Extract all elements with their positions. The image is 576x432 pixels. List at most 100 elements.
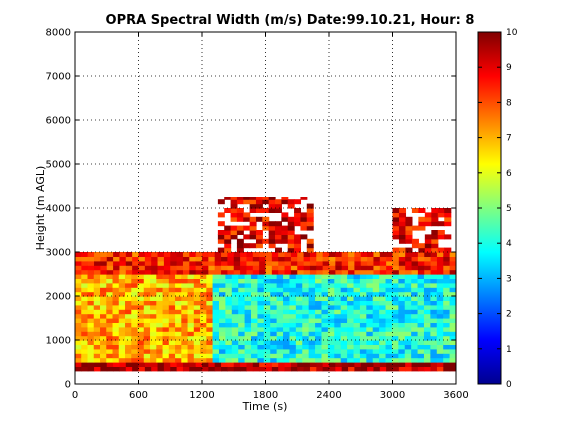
heatmap-cell xyxy=(132,265,140,271)
heatmap-cell xyxy=(334,287,342,293)
heatmap-cell xyxy=(315,326,323,332)
heatmap-cell xyxy=(218,353,226,359)
heatmap-cell xyxy=(372,296,380,301)
heatmap-cell xyxy=(257,348,265,354)
heatmap-cell xyxy=(81,309,89,315)
heatmap-cell xyxy=(366,331,374,337)
heatmap-cell xyxy=(251,344,259,350)
heatmap-cell xyxy=(289,331,297,337)
heatmap-cell xyxy=(281,199,289,205)
heatmap-cell xyxy=(423,331,431,337)
heatmap-cell xyxy=(138,260,146,266)
heatmap-cell xyxy=(251,335,259,341)
colorbar-tick-label: 7 xyxy=(506,134,512,144)
heatmap-cell xyxy=(385,348,393,354)
heatmap-cell xyxy=(94,260,101,266)
heatmap-cell xyxy=(94,269,101,275)
heatmap-cell xyxy=(398,344,406,350)
heatmap-cell xyxy=(321,309,329,315)
heatmap-cell xyxy=(195,366,203,372)
heatmap-cell xyxy=(398,322,406,328)
heatmap-cell xyxy=(175,318,182,323)
heatmap-cell xyxy=(340,274,348,279)
heatmap-cell xyxy=(430,309,438,315)
heatmap-cell xyxy=(106,357,114,363)
heatmap-cell xyxy=(217,234,225,240)
heatmap-cell xyxy=(308,278,316,284)
heatmap-cell xyxy=(100,260,108,266)
heatmap-cell xyxy=(238,331,246,337)
heatmap-cell xyxy=(300,212,308,218)
heatmap-cell xyxy=(81,362,89,367)
heatmap-cell xyxy=(373,366,381,372)
heatmap-cell xyxy=(270,309,278,315)
heatmap-cell xyxy=(300,221,308,227)
heatmap-cell xyxy=(353,274,361,279)
heatmap-cell xyxy=(340,340,348,345)
heatmap-cell xyxy=(398,353,406,359)
heatmap-cell xyxy=(449,313,456,319)
heatmap-cell xyxy=(206,357,214,363)
heatmap-cell xyxy=(143,331,151,337)
heatmap-cell xyxy=(281,212,289,218)
heatmap-cell xyxy=(243,212,251,218)
heatmap-cell xyxy=(443,362,451,367)
heatmap-cell xyxy=(93,287,101,293)
heatmap-cell xyxy=(131,313,139,319)
heatmap-cell xyxy=(251,357,259,363)
heatmap-cell xyxy=(353,344,361,350)
heatmap-cell xyxy=(315,309,323,315)
heatmap-cell xyxy=(303,362,311,367)
heatmap-cell xyxy=(430,260,438,266)
heatmap-cell xyxy=(366,340,374,345)
heatmap-cell xyxy=(372,318,380,323)
heatmap-cell xyxy=(309,366,317,372)
heatmap-cell xyxy=(259,265,267,271)
heatmap-cell xyxy=(353,313,361,319)
heatmap-cell xyxy=(270,322,278,328)
heatmap-cell xyxy=(404,357,412,363)
heatmap-cell xyxy=(231,296,239,301)
heatmap-cell xyxy=(118,344,126,350)
heatmap-cell xyxy=(87,340,95,345)
heatmap-cell xyxy=(391,318,399,323)
heatmap-cell xyxy=(217,247,225,253)
heatmap-cell xyxy=(443,278,451,284)
heatmap-cell xyxy=(227,265,235,271)
heatmap-cell xyxy=(75,318,82,323)
heatmap-cell xyxy=(87,331,95,337)
heatmap-cell xyxy=(392,221,400,227)
heatmap-cell xyxy=(276,331,284,337)
grid-lines xyxy=(75,32,456,384)
heatmap-cell xyxy=(87,335,95,341)
heatmap-cell xyxy=(353,353,361,359)
heatmap-cell xyxy=(379,340,387,345)
heatmap-cell xyxy=(244,296,252,301)
heatmap-cell xyxy=(385,291,393,297)
heatmap-cell xyxy=(143,304,151,310)
heatmap-cell xyxy=(244,344,252,350)
heatmap-cell xyxy=(187,313,195,319)
heatmap-cell xyxy=(221,362,228,367)
heatmap-cell xyxy=(244,291,252,297)
heatmap-cell xyxy=(200,296,207,301)
heatmap-cell xyxy=(359,357,367,363)
heatmap-cell xyxy=(263,335,271,341)
heatmap-cell xyxy=(404,304,412,310)
heatmap-cell xyxy=(423,291,431,297)
heatmap-cell xyxy=(182,366,190,372)
heatmap-cell xyxy=(257,326,265,332)
heatmap-cell xyxy=(308,291,316,297)
heatmap-cell xyxy=(321,340,329,345)
heatmap-cell xyxy=(398,326,406,332)
heatmap-cell xyxy=(138,252,146,257)
heatmap-cell xyxy=(263,300,271,306)
heatmap-cell xyxy=(106,318,114,323)
heatmap-cell xyxy=(411,269,419,275)
heatmap-cell xyxy=(162,344,170,350)
heatmap-cell xyxy=(214,269,222,275)
heatmap-cell xyxy=(340,348,348,354)
heatmap-cell xyxy=(243,243,251,249)
heatmap-cell xyxy=(322,256,330,262)
